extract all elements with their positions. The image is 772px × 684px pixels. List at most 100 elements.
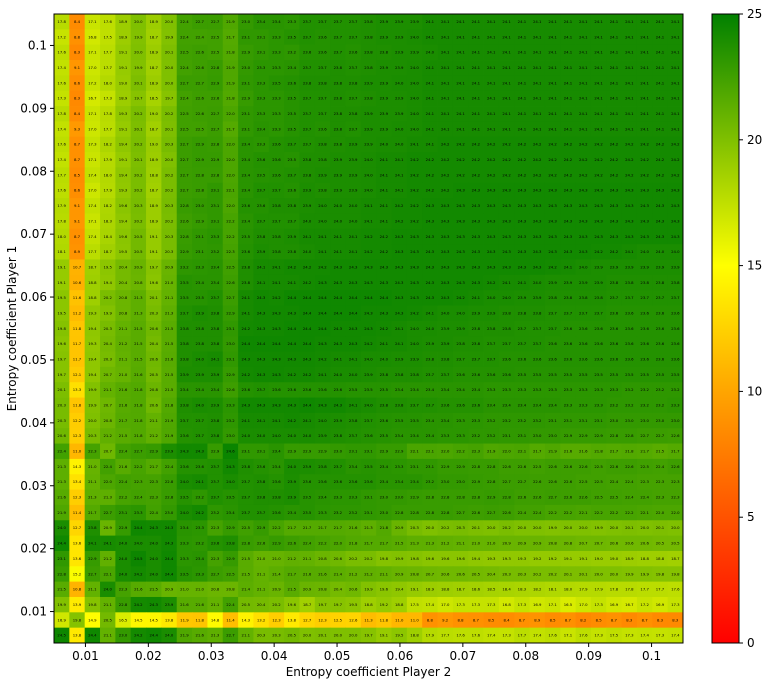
y-tick-label: 0.01	[20, 605, 47, 619]
heatmap-cell	[146, 213, 162, 230]
heatmap-cell	[330, 182, 346, 199]
cell-value-label: 23.9	[257, 249, 266, 254]
cell-value-label: 24.4	[380, 295, 389, 300]
cell-value-label: 8.7	[519, 617, 526, 622]
heatmap-cell	[54, 213, 70, 230]
cell-value-label: 24.0	[349, 218, 358, 223]
heatmap-cell	[330, 351, 346, 368]
cell-value-label: 20.9	[165, 587, 174, 592]
cell-value-label: 24.3	[441, 234, 450, 239]
cell-value-label: 24.0	[149, 556, 158, 561]
cell-value-label: 22.5	[180, 111, 189, 116]
heatmap-cell	[238, 320, 254, 337]
cell-value-label: 24.2	[441, 188, 450, 193]
cell-value-label: 23.9	[410, 50, 419, 55]
cell-value-label: 24.3	[640, 234, 649, 239]
cell-value-label: 23.9	[410, 19, 419, 24]
cell-value-label: 22.9	[211, 80, 220, 85]
heatmap-cell	[146, 167, 162, 184]
cell-value-label: 22.3	[211, 556, 220, 561]
heatmap-cell	[192, 136, 208, 153]
cell-value-label: 18.7	[671, 556, 680, 561]
heatmap-cell	[100, 136, 116, 153]
x-tick-label: 0.08	[512, 649, 539, 663]
cell-value-label: 24.3	[441, 295, 450, 300]
cell-value-label: 24.0	[410, 65, 419, 70]
cell-value-label: 24.3	[594, 188, 603, 193]
heatmap-cell	[69, 29, 86, 46]
cell-value-label: 21.6	[134, 372, 143, 377]
cell-value-label: 24.3	[579, 218, 588, 223]
cell-value-label: 10.6	[73, 280, 82, 285]
heatmap-cell	[667, 29, 684, 46]
cell-value-label: 22.7	[134, 449, 143, 454]
cell-value-label: 23.8	[610, 280, 619, 285]
heatmap-cell	[606, 290, 623, 306]
cell-value-label: 23.8	[334, 142, 343, 147]
cell-value-label: 24.3	[640, 218, 649, 223]
cell-value-label: 21.8	[625, 449, 634, 454]
cell-value-label: 23.4	[242, 172, 251, 177]
cell-value-label: 18.8	[395, 602, 404, 607]
heatmap-cell	[652, 136, 669, 153]
cell-value-label: 16.9	[656, 602, 665, 607]
cell-value-label: 23.8	[211, 341, 220, 346]
heatmap-cell	[391, 167, 408, 184]
cell-value-label: 23.9	[564, 280, 573, 285]
cell-value-label: 23.6	[640, 326, 649, 331]
cell-value-label: 23.4	[196, 387, 205, 392]
cell-value-label: 21.5	[165, 326, 174, 331]
cell-value-label: 23.2	[349, 510, 358, 515]
cell-value-label: 21.9	[226, 19, 235, 24]
heatmap-cell	[437, 259, 454, 276]
heatmap-cell	[268, 29, 285, 46]
heatmap-cell	[560, 259, 577, 276]
heatmap-cell	[498, 305, 515, 322]
cell-value-label: 24.3	[487, 234, 496, 239]
heatmap-cell	[130, 106, 147, 122]
heatmap-cell	[422, 198, 438, 214]
cell-value-label: 22.1	[103, 571, 112, 576]
heatmap-cell	[529, 182, 546, 199]
cell-value-label: 23.7	[533, 341, 542, 346]
cell-value-label: 23.9	[380, 111, 389, 116]
cell-value-label: 24.1	[533, 19, 542, 24]
heatmap-cell	[84, 244, 101, 260]
cell-value-label: 23.8	[257, 495, 266, 500]
cell-value-label: 22.8	[242, 541, 251, 546]
cell-value-label: 19.6	[288, 602, 297, 607]
cell-value-label: 21.7	[226, 34, 235, 39]
heatmap-cell	[115, 60, 132, 76]
cell-value-label: 11.4	[226, 617, 235, 622]
cell-value-label: 24.2	[318, 264, 327, 269]
heatmap-cell	[115, 152, 132, 168]
cell-value-label: 24.2	[502, 142, 511, 147]
heatmap-cell	[406, 75, 423, 92]
heatmap-cell	[468, 90, 484, 107]
cell-value-label: 23.7	[640, 295, 649, 300]
cell-value-label: 24.2	[656, 142, 665, 147]
heatmap-cell	[590, 60, 607, 76]
cell-value-label: 24.2	[410, 157, 419, 162]
heatmap-cell	[69, 198, 86, 214]
cell-value-label: 23.7	[211, 295, 220, 300]
cell-value-label: 19.0	[119, 80, 128, 85]
heatmap-cell	[161, 182, 178, 199]
cell-value-label: 23.5	[303, 495, 312, 500]
heatmap-cell	[100, 244, 116, 260]
heatmap-cell	[376, 167, 392, 184]
cell-value-label: 24.1	[196, 479, 205, 484]
heatmap-cell	[437, 182, 454, 199]
cell-value-label: 23.7	[564, 310, 573, 315]
heatmap-cell	[621, 259, 638, 276]
cell-value-label: 24.1	[395, 157, 404, 162]
cell-value-label: 12.5	[334, 617, 343, 622]
cell-value-label: 20.8	[318, 556, 327, 561]
cell-value-label: 20.3	[272, 633, 281, 638]
heatmap-cell	[284, 152, 300, 168]
cell-value-label: 21.5	[57, 587, 66, 592]
heatmap-cell	[100, 198, 116, 214]
cell-value-label: 24.0	[410, 96, 419, 101]
cell-value-label: 23.9	[380, 19, 389, 24]
cell-value-label: 23.9	[334, 172, 343, 177]
